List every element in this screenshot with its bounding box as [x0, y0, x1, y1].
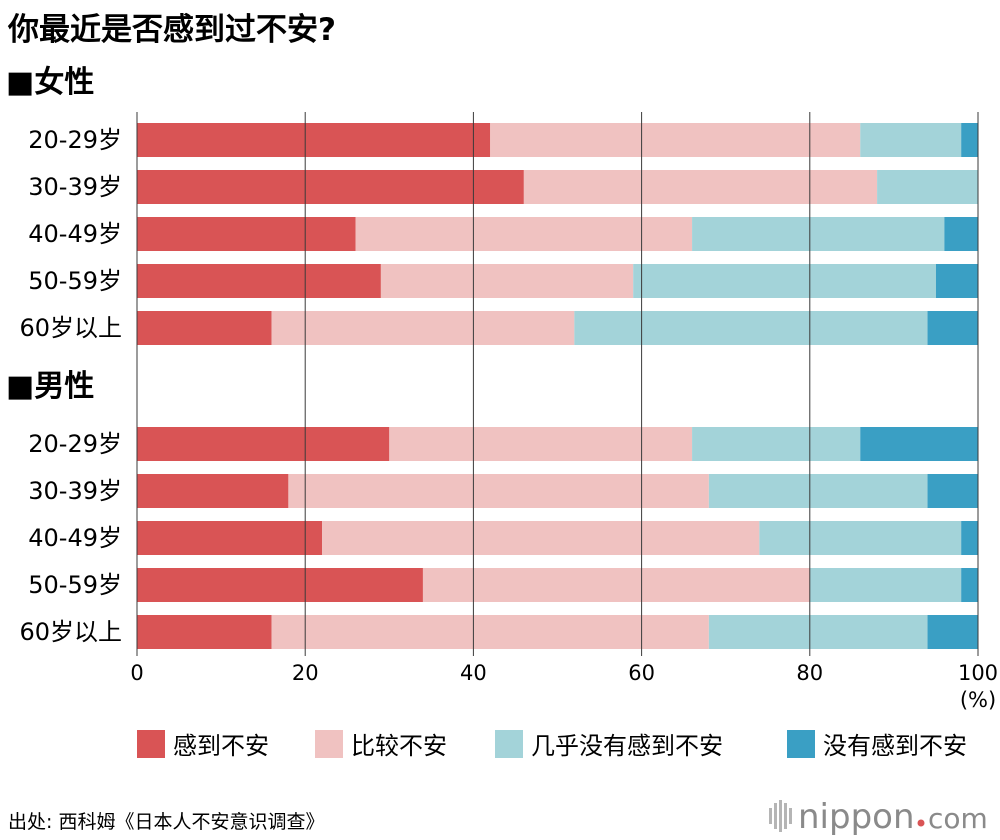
bar-segment	[860, 427, 978, 461]
bar-segment	[137, 521, 323, 555]
bar-segment	[708, 615, 928, 649]
bar-segment	[927, 474, 978, 508]
legend-swatch	[787, 730, 815, 758]
legend-label: 几乎没有感到不安	[531, 732, 723, 760]
bar-segment	[137, 123, 491, 157]
bar-segment	[574, 311, 928, 345]
legend-item: 感到不安	[137, 730, 269, 760]
legend-swatch	[495, 730, 523, 758]
category-label: 20-29岁	[28, 126, 122, 154]
bar-segment	[271, 615, 709, 649]
legend: 感到不安 比较不安 几乎没有感到不安 没有感到不安	[137, 730, 967, 760]
bar-groups: ■女性 20-29岁 30-39岁 40-49岁 50-59岁 60岁以上 ■男性 20-29…	[6, 65, 978, 649]
category-label: 30-39岁	[28, 477, 122, 505]
bar-segment	[935, 264, 978, 298]
legend-item: 比较不安	[315, 730, 447, 760]
legend-label: 感到不安	[173, 732, 269, 760]
bar-segment	[523, 170, 878, 204]
group-label: ■女性	[6, 65, 94, 100]
legend-item: 几乎没有感到不安	[495, 730, 723, 760]
bar-segment	[355, 217, 693, 251]
bar-segment	[137, 474, 289, 508]
x-tick-label: 100	[958, 661, 998, 685]
category-label: 60岁以上	[19, 314, 122, 342]
bar-segment	[927, 615, 978, 649]
bar-segment	[137, 568, 423, 602]
bar-segment	[927, 311, 978, 345]
bar-group: ■女性 20-29岁 30-39岁 40-49岁 50-59岁 60岁以上	[6, 65, 978, 345]
group-label: ■男性	[6, 369, 94, 404]
x-tick-label: 20	[292, 661, 319, 685]
brand-mark-icon	[769, 800, 792, 832]
x-tick-label: 0	[130, 661, 143, 685]
bar-segment	[137, 217, 356, 251]
category-label: 40-49岁	[28, 524, 122, 552]
bar-group: ■男性 20-29岁 30-39岁 40-49岁 50-59岁 60岁以上	[6, 369, 978, 649]
bar-segment	[389, 427, 693, 461]
category-label: 50-59岁	[28, 267, 122, 295]
brand-logo: nippon com	[769, 797, 988, 837]
bar-segment	[380, 264, 634, 298]
legend-label: 比较不安	[351, 732, 447, 760]
bar-segment	[288, 474, 709, 508]
x-axis: 0 20 40 60 80 100 (%)	[130, 112, 998, 712]
bar-segment	[271, 311, 575, 345]
bar-segment	[961, 521, 978, 555]
bar-segment	[961, 568, 978, 602]
bar-segment	[944, 217, 978, 251]
brand-tld: com	[928, 802, 988, 835]
legend-swatch	[315, 730, 343, 758]
bar-segment	[708, 474, 928, 508]
category-label: 60岁以上	[19, 618, 122, 646]
legend-item: 没有感到不安	[787, 730, 967, 760]
bar-segment	[961, 123, 978, 157]
legend-swatch	[137, 730, 165, 758]
source-note: 出处: 西科姆《日本人不安意识调查》	[8, 811, 324, 833]
brand-dot	[917, 819, 925, 827]
category-label: 20-29岁	[28, 430, 122, 458]
legend-label: 没有感到不安	[823, 732, 967, 760]
category-label: 50-59岁	[28, 571, 122, 599]
x-tick-label: 40	[460, 661, 487, 685]
bar-segment	[137, 311, 272, 345]
chart-title: 你最近是否感到过不安?	[7, 12, 336, 48]
bar-segment	[422, 568, 810, 602]
bar-segment	[692, 217, 945, 251]
bar-segment	[759, 521, 962, 555]
bar-segment	[322, 521, 760, 555]
bar-segment	[137, 170, 524, 204]
bar-segment	[137, 264, 381, 298]
x-tick-label: 80	[796, 661, 823, 685]
bar-segment	[490, 123, 861, 157]
bar-segment	[137, 427, 390, 461]
bar-segment	[137, 615, 272, 649]
bar-segment	[860, 123, 962, 157]
bar-segment	[809, 568, 962, 602]
x-tick-label: 60	[628, 661, 655, 685]
brand-name: nippon	[798, 797, 915, 837]
bar-segment	[877, 170, 978, 204]
bar-segment	[633, 264, 936, 298]
x-axis-unit: (%)	[960, 688, 996, 712]
category-label: 40-49岁	[28, 220, 122, 248]
bar-segment	[692, 427, 861, 461]
category-label: 30-39岁	[28, 173, 122, 201]
